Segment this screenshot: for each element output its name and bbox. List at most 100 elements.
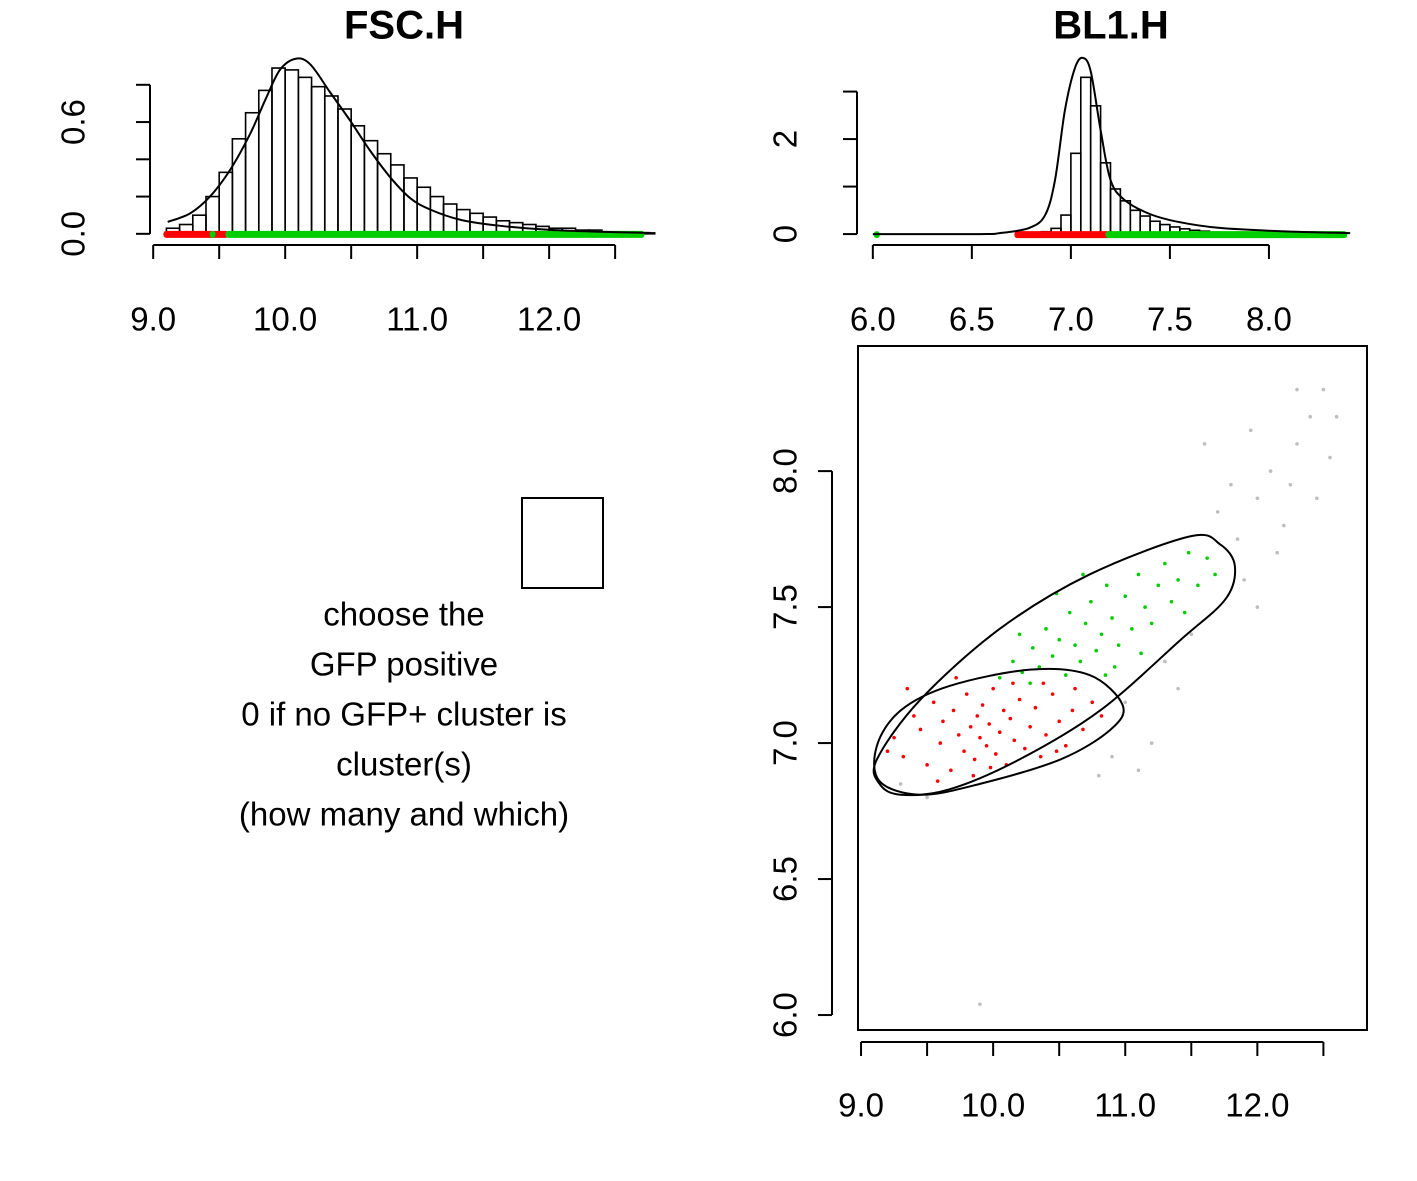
scatter-point bbox=[1033, 705, 1038, 710]
scatter-point bbox=[956, 733, 961, 737]
instruction-line: 0 if no GFP+ cluster is bbox=[241, 696, 567, 733]
rug bbox=[1105, 231, 1348, 239]
x-tick-label: 9.0 bbox=[838, 1087, 884, 1124]
plot-frame bbox=[857, 345, 1368, 1031]
scatter-point bbox=[987, 722, 991, 726]
density-curve bbox=[167, 57, 651, 234]
scatter-point bbox=[1028, 681, 1032, 686]
y-tick-label: 8.0 bbox=[767, 448, 804, 494]
chart-title: BL1.H bbox=[1053, 4, 1169, 48]
scatter-point bbox=[1136, 572, 1141, 577]
cluster-ellipse bbox=[872, 533, 1237, 797]
scatter-point bbox=[1099, 632, 1104, 637]
instruction-line: GFP positive bbox=[310, 646, 498, 683]
scatter-point bbox=[1242, 578, 1246, 582]
scatter-point bbox=[1163, 561, 1167, 566]
scatter-point bbox=[1130, 627, 1134, 631]
histogram-bar bbox=[337, 108, 352, 235]
scatter-point bbox=[1308, 414, 1312, 419]
scatter-point bbox=[1328, 455, 1332, 460]
scatter-point bbox=[993, 752, 998, 756]
scatter-point bbox=[975, 714, 980, 718]
scatter-point bbox=[1163, 659, 1167, 664]
scatter-point bbox=[1205, 556, 1209, 560]
scatter-point bbox=[1103, 673, 1108, 677]
scatter-point bbox=[931, 700, 936, 705]
scatter-point bbox=[1099, 714, 1104, 718]
scatter-point bbox=[1023, 746, 1027, 751]
x-tick-label: 11.0 bbox=[1094, 1087, 1156, 1124]
scatter-point bbox=[941, 719, 945, 724]
scatter-point bbox=[1255, 605, 1260, 609]
scatter-point bbox=[1054, 749, 1059, 754]
scatter-point bbox=[1295, 442, 1299, 446]
scatter-point bbox=[1268, 469, 1273, 473]
scatter-point bbox=[1196, 583, 1200, 588]
scatter-point bbox=[1041, 681, 1046, 686]
scatter-point bbox=[972, 757, 977, 762]
scatter-point bbox=[892, 735, 896, 740]
scatter-point bbox=[1030, 646, 1035, 650]
histogram-bar bbox=[310, 85, 326, 235]
scatter-point bbox=[1081, 727, 1085, 732]
scatter-point bbox=[980, 703, 985, 707]
scatter-point bbox=[954, 676, 958, 680]
scatter-point bbox=[1067, 610, 1072, 615]
scatter-point bbox=[1090, 700, 1095, 705]
histogram-bar bbox=[363, 139, 379, 235]
y-tick-label: 6.0 bbox=[767, 992, 804, 1038]
scatter-point bbox=[1037, 665, 1042, 669]
scatter-point bbox=[1176, 686, 1180, 691]
histogram-bar bbox=[205, 195, 220, 235]
x-tick-label: 11.0 bbox=[386, 301, 448, 338]
scatter-point bbox=[1110, 616, 1114, 620]
scatter-point bbox=[1011, 681, 1015, 686]
scatter-point bbox=[1123, 700, 1128, 705]
x-tick-label: 6.5 bbox=[949, 301, 995, 338]
x-tick-label: 7.5 bbox=[1147, 301, 1193, 338]
legend-box bbox=[521, 497, 604, 589]
rug bbox=[225, 230, 645, 238]
scatter-point bbox=[1123, 594, 1128, 599]
scatter-point bbox=[1255, 496, 1260, 501]
scatter-point bbox=[949, 768, 953, 773]
scatter-point bbox=[1070, 708, 1075, 713]
scatter-point bbox=[1229, 482, 1233, 487]
scatter-point bbox=[1044, 733, 1048, 737]
scatter-point bbox=[1215, 510, 1220, 514]
scatter-point bbox=[1064, 743, 1068, 748]
scatter-point bbox=[885, 749, 890, 754]
y-tick-label: 6.5 bbox=[767, 856, 804, 902]
scatter-point bbox=[1081, 572, 1085, 577]
scatter-point bbox=[997, 730, 1002, 734]
scatter-point bbox=[1186, 550, 1191, 555]
scatter-point bbox=[898, 782, 903, 786]
histogram-bar bbox=[1079, 76, 1092, 235]
y-tick-label: 7.5 bbox=[767, 584, 804, 630]
scatter-point bbox=[1189, 632, 1194, 637]
scatter-point bbox=[1169, 599, 1174, 604]
histogram-bar bbox=[416, 186, 432, 235]
scatter-point bbox=[1083, 621, 1088, 626]
scatter-point bbox=[1012, 738, 1017, 743]
y-tick-label: 0.6 bbox=[55, 99, 92, 145]
histogram-bar bbox=[389, 164, 405, 235]
histogram-bar bbox=[1070, 152, 1082, 235]
scatter-point bbox=[1275, 550, 1279, 555]
scatter-point bbox=[938, 741, 943, 745]
scatter-point bbox=[1176, 578, 1180, 582]
scatter-point bbox=[951, 708, 956, 713]
scatter-point bbox=[1050, 654, 1055, 658]
scatter-point bbox=[1295, 387, 1299, 392]
histogram-bar bbox=[429, 195, 445, 235]
scatter-point bbox=[1064, 673, 1068, 677]
scatter-point bbox=[901, 754, 906, 759]
histogram-bar bbox=[271, 67, 286, 235]
x-tick-label: 9.0 bbox=[130, 301, 176, 338]
scatter-point bbox=[962, 749, 966, 754]
rug bbox=[209, 230, 216, 238]
scatter-point bbox=[968, 724, 973, 729]
scatter-point bbox=[1073, 643, 1077, 647]
scatter-point bbox=[1097, 773, 1101, 778]
scatter-point bbox=[1213, 572, 1217, 577]
